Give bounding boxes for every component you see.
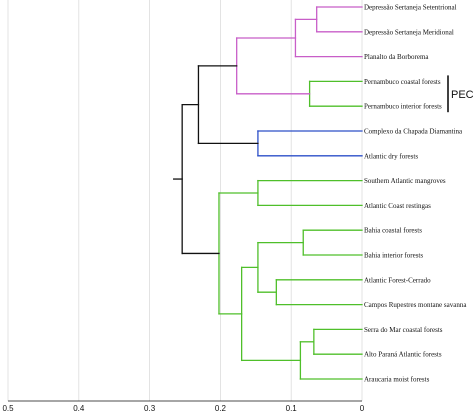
leaf-label: Pernambuco coastal forests bbox=[364, 78, 441, 86]
leaf-label: Atlantic Coast restingas bbox=[364, 202, 431, 210]
leaf-label: Araucaria moist forests bbox=[364, 376, 430, 384]
leaf-label: Complexo da Chapada Diamantina bbox=[364, 128, 463, 136]
leaf-label: Planalto da Borborema bbox=[364, 53, 429, 61]
x-tick-label: 0 bbox=[360, 404, 365, 413]
leaf-label: Depressão Sertaneja Setentrional bbox=[364, 4, 457, 12]
x-tick-label: 0.1 bbox=[286, 404, 298, 413]
x-tick-label: 0.2 bbox=[215, 404, 227, 413]
leaf-label: Alto Paraná Atlantic forests bbox=[364, 351, 442, 359]
leaf-label: Atlantic dry forests bbox=[364, 152, 418, 160]
leaf-label: Campos Rupestres montane savanna bbox=[364, 301, 467, 309]
leaf-label: Southern Atlantic mangroves bbox=[364, 177, 446, 185]
leaf-label: Bahia coastal forests bbox=[364, 227, 422, 235]
leaf-label: Serra do Mar coastal forests bbox=[364, 326, 443, 334]
x-tick-label: 0.5 bbox=[2, 404, 14, 413]
leaf-label: Pernambuco interior forests bbox=[364, 103, 442, 111]
leaf-labels: Depressão Sertaneja Setentrional Depressã… bbox=[364, 4, 467, 384]
x-tick-label: 0.3 bbox=[144, 404, 156, 413]
x-axis: 0.5 0.4 0.3 0.2 0.1 0 bbox=[2, 400, 365, 413]
grid bbox=[7, 0, 363, 401]
pec-annotation: PEC bbox=[447, 75, 474, 113]
x-tick-label: 0.4 bbox=[73, 404, 85, 413]
leaf-label: Bahia interior forests bbox=[364, 252, 423, 260]
branches bbox=[173, 6, 363, 380]
leaf-label: Atlantic Forest-Cerrado bbox=[364, 276, 431, 284]
leaf-label: Depressão Sertaneja Meridional bbox=[364, 28, 454, 36]
pec-label: PEC bbox=[451, 89, 474, 101]
